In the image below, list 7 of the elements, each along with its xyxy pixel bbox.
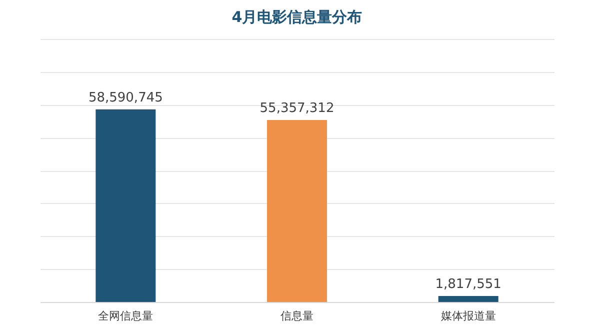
x-tick-label: 信息量 (280, 310, 314, 322)
data-label: 1,817,551 (435, 277, 502, 292)
x-tick-label: 媒体报道量 (440, 310, 496, 322)
data-label: 55,357,312 (260, 101, 334, 116)
x-tick-label: 全网信息量 (98, 310, 154, 322)
data-label: 58,590,745 (88, 90, 163, 106)
chart-title: 4月电影信息量分布 (232, 8, 362, 26)
